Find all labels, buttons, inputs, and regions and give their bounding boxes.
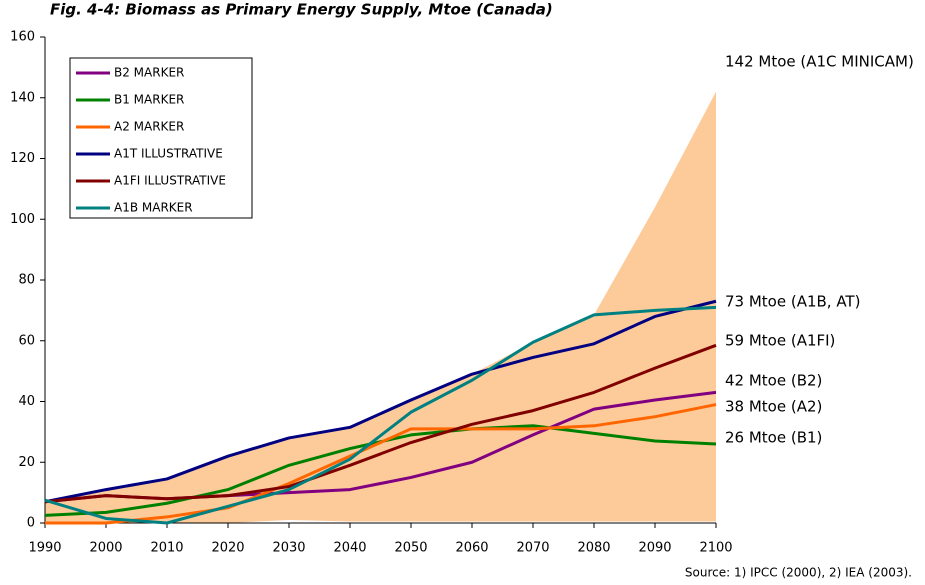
x-tick-label: 2040 <box>333 541 366 556</box>
y-tick-label: 0 <box>27 516 35 531</box>
annotation: 142 Mtoe (A1C MINICAM) <box>725 53 914 71</box>
annotation: 26 Mtoe (B1) <box>725 429 822 447</box>
x-tick-label: 2100 <box>699 541 732 556</box>
legend-label: A2 MARKER <box>114 120 184 134</box>
x-tick-label: 2000 <box>89 541 122 556</box>
x-tick-label: 2010 <box>150 541 183 556</box>
annotation: 38 Mtoe (A2) <box>725 398 822 416</box>
x-tick-label: 2080 <box>577 541 610 556</box>
chart-title: Fig. 4-4: Biomass as Primary Energy Supp… <box>50 1 553 19</box>
y-tick-label: 80 <box>18 273 35 288</box>
legend-label: A1FI ILLUSTRATIVE <box>114 174 226 188</box>
series-line <box>44 299 717 504</box>
series-line <box>45 403 717 525</box>
x-tick-label: 2030 <box>272 541 305 556</box>
y-tick-label: 40 <box>18 394 35 409</box>
annotation: 73 Mtoe (A1B, AT) <box>725 293 860 311</box>
x-tick-label: 2020 <box>211 541 244 556</box>
x-tick-label: 1990 <box>28 541 61 556</box>
x-tick-label: 2060 <box>455 541 488 556</box>
series-line <box>44 305 717 525</box>
annotation: 42 Mtoe (B2) <box>725 372 822 390</box>
x-tick-label: 2070 <box>516 541 549 556</box>
y-tick-label: 160 <box>10 30 35 45</box>
y-tick-label: 100 <box>10 212 35 227</box>
legend-label: A1B MARKER <box>114 201 193 215</box>
y-tick-label: 120 <box>10 151 35 166</box>
x-tick-label: 2050 <box>394 541 427 556</box>
y-tick-label: 20 <box>18 455 35 470</box>
x-tick-label: 2090 <box>638 541 671 556</box>
legend-label: A1T ILLUSTRATIVE <box>114 147 223 161</box>
series-line <box>44 343 717 504</box>
legend-label: B1 MARKER <box>114 93 184 107</box>
legend-box <box>69 57 253 219</box>
legend-label: B2 MARKER <box>114 66 184 80</box>
y-tick-label: 60 <box>18 333 35 348</box>
y-tick-label: 140 <box>10 90 35 105</box>
source-note: Source: 1) IPCC (2000), 2) IEA (2003). <box>685 566 912 580</box>
range-band <box>45 91 716 524</box>
annotation: 59 Mtoe (A1FI) <box>725 332 835 350</box>
